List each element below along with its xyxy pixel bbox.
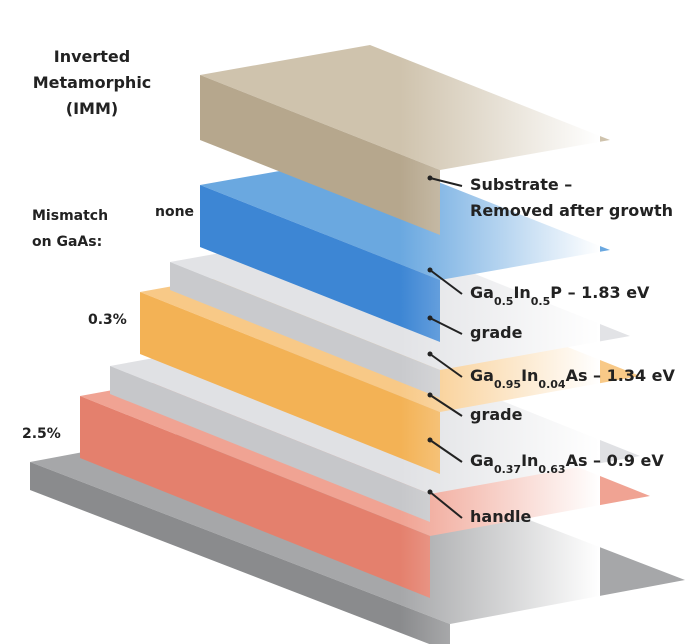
label-part: In (513, 283, 530, 302)
layer-label: handle (470, 507, 532, 526)
label-part: In (521, 366, 538, 385)
layer-label: Ga0.5In0.5P – 1.83 eV (470, 283, 650, 308)
layer-label: grade (470, 405, 523, 424)
leader-line (429, 394, 463, 417)
label-part: 0.5 (494, 295, 514, 308)
label-part: P – 1.83 eV (550, 283, 650, 302)
label-part: 0.95 (494, 378, 521, 391)
leader-line (429, 439, 463, 463)
layer-front (200, 185, 440, 342)
label-part: 0.04 (538, 378, 565, 391)
mismatch-value: none (155, 204, 194, 220)
layer-label: Ga0.37In0.63As – 0.9 eV (470, 451, 664, 476)
labels: Substrate –Removed after growthGa0.5In0.… (427, 175, 676, 526)
leader-line (429, 177, 463, 187)
label-part: grade (470, 405, 523, 424)
layer-front (140, 292, 440, 474)
mismatch-value: 2.5% (22, 426, 61, 442)
title-line: (IMM) (66, 99, 118, 118)
layer-front (200, 75, 440, 235)
label-part: Substrate – (470, 175, 572, 194)
layer-label: Removed after growth (470, 201, 673, 220)
label-part: As – 1.34 eV (566, 366, 676, 385)
label-part: Ga (470, 366, 494, 385)
leader-line (429, 317, 463, 335)
leader-line (429, 269, 463, 295)
label-part: Ga (470, 283, 494, 302)
label-part: Ga (470, 451, 494, 470)
mismatch-heading: on GaAs: (32, 234, 102, 250)
leader-line (429, 491, 463, 519)
layer-label: Substrate – (470, 175, 572, 194)
label-part: Removed after growth (470, 201, 673, 220)
mismatch-value: 0.3% (88, 312, 127, 328)
fade (400, 0, 600, 644)
layer-front (30, 462, 450, 644)
label-part: In (521, 451, 538, 470)
layer-label: grade (470, 323, 523, 342)
layer-front (110, 366, 430, 522)
label-part: handle (470, 507, 532, 526)
title-line: Inverted (54, 47, 130, 66)
label-part: 0.37 (494, 463, 521, 476)
label-part: 0.63 (538, 463, 565, 476)
leader-line (429, 353, 463, 378)
label-part: grade (470, 323, 523, 342)
title-line: Metamorphic (33, 73, 152, 92)
label-part: 0.5 (531, 295, 551, 308)
label-part: As – 0.9 eV (566, 451, 665, 470)
layer-front (80, 396, 430, 598)
layer-label: Ga0.95In0.04As – 1.34 eV (470, 366, 676, 391)
layer-front (170, 262, 440, 398)
mismatch-heading: Mismatch (32, 208, 108, 224)
